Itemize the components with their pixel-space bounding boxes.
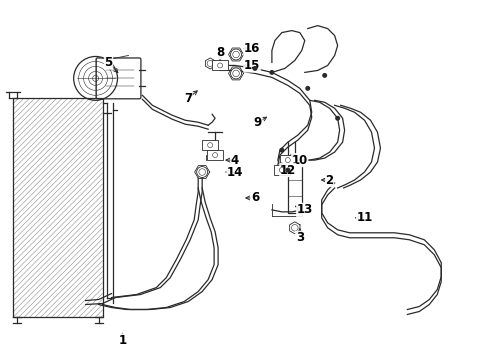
Text: 3: 3 — [295, 231, 303, 244]
Text: 12: 12 — [279, 163, 295, 176]
Text: 13: 13 — [296, 203, 312, 216]
Text: 15: 15 — [244, 59, 260, 72]
Circle shape — [269, 70, 274, 75]
Bar — [13, 98, 102, 318]
Circle shape — [230, 68, 241, 79]
Bar — [202, 140, 218, 150]
Text: 7: 7 — [184, 92, 192, 105]
Bar — [287, 163, 301, 213]
Circle shape — [279, 148, 284, 153]
Polygon shape — [289, 222, 299, 234]
Bar — [273, 165, 289, 175]
Text: 10: 10 — [291, 154, 307, 167]
Circle shape — [196, 167, 207, 177]
Text: 5: 5 — [104, 56, 112, 69]
Text: 4: 4 — [230, 154, 239, 167]
Circle shape — [334, 116, 340, 121]
Bar — [207, 150, 223, 160]
Text: 16: 16 — [244, 42, 260, 55]
Circle shape — [285, 167, 290, 172]
Circle shape — [322, 73, 326, 78]
Text: 9: 9 — [253, 116, 262, 129]
Text: 8: 8 — [216, 46, 224, 59]
Text: 1: 1 — [118, 334, 126, 347]
Circle shape — [305, 86, 309, 91]
Bar — [279, 155, 295, 165]
Text: 11: 11 — [356, 211, 372, 224]
Text: 14: 14 — [226, 166, 243, 179]
Text: 6: 6 — [250, 192, 259, 204]
Bar — [212, 60, 227, 71]
Circle shape — [230, 49, 241, 60]
Text: 2: 2 — [325, 174, 333, 186]
Polygon shape — [205, 58, 214, 69]
Circle shape — [252, 66, 257, 71]
